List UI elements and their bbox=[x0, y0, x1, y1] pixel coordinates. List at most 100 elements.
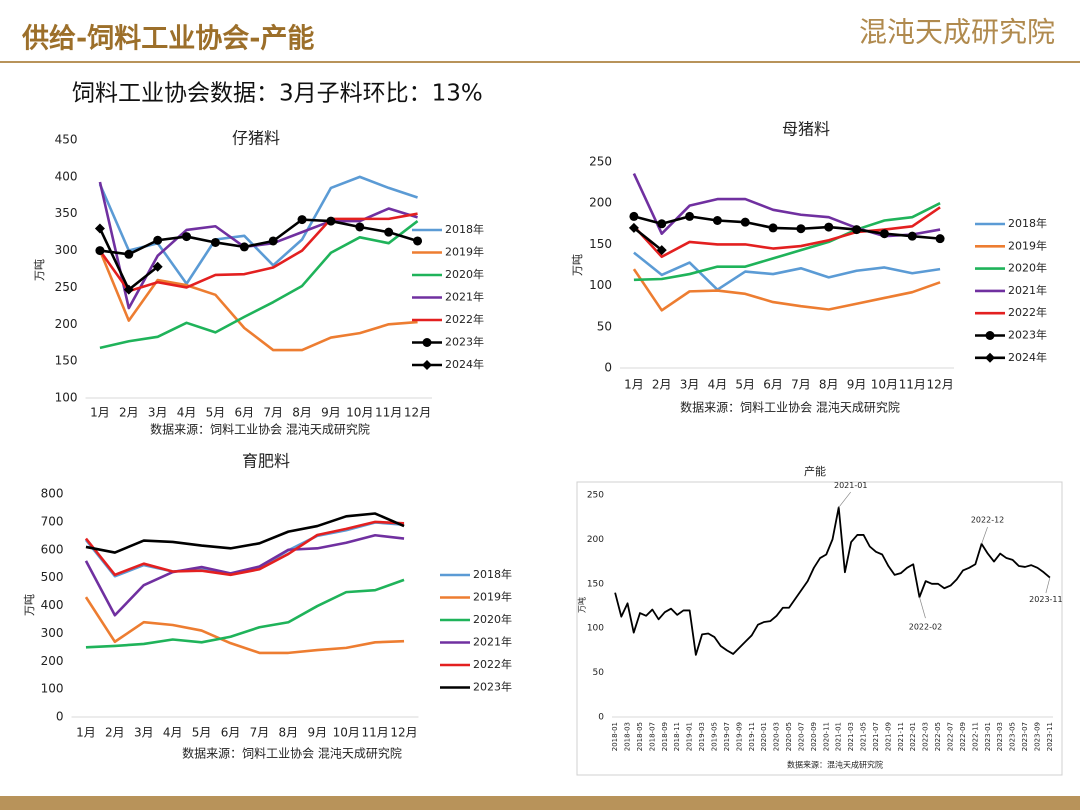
point bbox=[685, 211, 695, 221]
point bbox=[152, 261, 163, 272]
legend-label: 2020年 bbox=[1008, 261, 1047, 275]
y-tick-label: 100 bbox=[587, 624, 604, 634]
x-tick-label: 1月 bbox=[624, 378, 644, 392]
series-line bbox=[84, 520, 405, 577]
point bbox=[824, 222, 834, 232]
legend-label: 2023年 bbox=[1008, 328, 1047, 342]
x-tick-label: 2018-01 bbox=[611, 722, 619, 751]
point bbox=[326, 216, 336, 226]
x-tick-label: 3月 bbox=[134, 726, 154, 740]
chart-title: 产能 bbox=[804, 464, 826, 478]
y-tick-label: 500 bbox=[41, 570, 64, 584]
x-tick-label: 2月 bbox=[105, 726, 125, 740]
x-tick-label: 3月 bbox=[148, 406, 168, 420]
x-tick-label: 2019-07 bbox=[723, 722, 731, 751]
x-tick-label: 12月 bbox=[926, 378, 953, 392]
x-tick-label: 2023-03 bbox=[996, 722, 1004, 751]
x-tick-label: 2021-01 bbox=[835, 722, 843, 751]
annotation-leader bbox=[838, 491, 851, 508]
y-tick-label: 150 bbox=[55, 354, 78, 368]
y-tick-label: 50 bbox=[593, 668, 605, 678]
x-tick-label: 8月 bbox=[279, 726, 299, 740]
series-line bbox=[99, 220, 419, 350]
x-tick-label: 2022-03 bbox=[922, 722, 930, 751]
point bbox=[852, 225, 862, 235]
subtitle: 饲料工业协会数据：3月子料环比：13% bbox=[72, 81, 483, 107]
x-tick-label: 2018-07 bbox=[648, 722, 656, 751]
x-tick-label: 9月 bbox=[847, 378, 867, 392]
y-tick-label: 100 bbox=[41, 682, 64, 696]
point bbox=[796, 224, 806, 234]
source-note: 数据来源：饲料工业协会 混沌天成研究院 bbox=[680, 400, 900, 415]
x-tick-label: 7月 bbox=[250, 726, 270, 740]
x-tick-label: 2020-01 bbox=[760, 722, 768, 751]
y-tick-label: 400 bbox=[41, 598, 64, 612]
point bbox=[210, 237, 220, 247]
point bbox=[628, 222, 639, 233]
legend-label: 2022年 bbox=[1008, 305, 1047, 319]
annotation-leader bbox=[919, 597, 926, 619]
series-line bbox=[632, 206, 941, 259]
point bbox=[629, 211, 639, 221]
annotation: 2022-02 bbox=[909, 623, 942, 632]
x-tick-label: 2021-03 bbox=[847, 722, 855, 751]
x-tick-label: 2021-09 bbox=[884, 722, 892, 751]
x-tick-label: 2018-11 bbox=[673, 722, 681, 751]
series-line bbox=[98, 175, 418, 286]
point bbox=[384, 227, 394, 237]
y-tick-label: 200 bbox=[55, 317, 78, 331]
series-line bbox=[85, 512, 405, 554]
chart-title: 仔猪料 bbox=[232, 129, 280, 148]
y-tick-label: 150 bbox=[589, 237, 612, 251]
chart-frame bbox=[576, 481, 1063, 776]
y-tick-label: 450 bbox=[55, 133, 78, 147]
x-tick-label: 4月 bbox=[163, 726, 183, 740]
x-tick-label: 10月 bbox=[333, 726, 360, 740]
y-tick-label: 250 bbox=[55, 280, 78, 294]
y-tick-label: 50 bbox=[597, 319, 612, 333]
x-tick-label: 2020-07 bbox=[797, 722, 805, 751]
x-tick-label: 2022-01 bbox=[909, 722, 917, 751]
y-tick-label: 0 bbox=[604, 361, 612, 375]
y-axis-label: 万吨 bbox=[577, 597, 587, 613]
point bbox=[123, 284, 134, 295]
x-tick-label: 2019-09 bbox=[735, 722, 743, 751]
x-tick-label: 2020-05 bbox=[785, 722, 793, 751]
y-tick-label: 300 bbox=[55, 243, 78, 257]
x-tick-label: 8月 bbox=[292, 406, 312, 420]
x-tick-label: 9月 bbox=[321, 406, 341, 420]
legend-label: 2022年 bbox=[445, 312, 484, 326]
x-tick-label: 11月 bbox=[361, 726, 388, 740]
x-tick-label: 9月 bbox=[307, 726, 327, 740]
series-line bbox=[84, 596, 405, 655]
x-tick-label: 2023-05 bbox=[1009, 722, 1017, 751]
x-tick-label: 4月 bbox=[177, 406, 197, 420]
x-tick-label: 2018-03 bbox=[624, 722, 632, 751]
series-line bbox=[633, 251, 941, 292]
series-line bbox=[98, 227, 159, 291]
legend-label: 2021年 bbox=[445, 290, 484, 304]
y-tick-label: 250 bbox=[587, 491, 604, 501]
legend-marker bbox=[422, 338, 432, 347]
annotation-leader bbox=[981, 526, 988, 544]
x-tick-label: 10月 bbox=[346, 406, 373, 420]
point bbox=[239, 242, 249, 252]
y-tick-label: 350 bbox=[55, 206, 78, 220]
point bbox=[182, 232, 192, 242]
x-tick-label: 10月 bbox=[871, 378, 898, 392]
x-tick-label: 5月 bbox=[192, 726, 212, 740]
point bbox=[712, 216, 722, 226]
y-tick-label: 200 bbox=[587, 535, 604, 545]
source-note: 数据来源：饲料工业协会 混沌天成研究院 bbox=[150, 422, 370, 437]
x-tick-label: 11月 bbox=[899, 378, 926, 392]
series-line bbox=[85, 578, 405, 649]
x-tick-label: 2023-01 bbox=[984, 722, 992, 751]
point bbox=[656, 245, 667, 256]
x-tick-label: 2022-11 bbox=[971, 722, 979, 751]
x-tick-label: 2月 bbox=[119, 406, 139, 420]
x-tick-label: 6月 bbox=[763, 378, 783, 392]
chart-title: 育肥料 bbox=[242, 452, 290, 471]
y-tick-label: 400 bbox=[55, 169, 78, 183]
source-note: 数据来源：饲料工业协会 混沌天成研究院 bbox=[182, 746, 402, 761]
y-tick-label: 100 bbox=[55, 391, 78, 405]
